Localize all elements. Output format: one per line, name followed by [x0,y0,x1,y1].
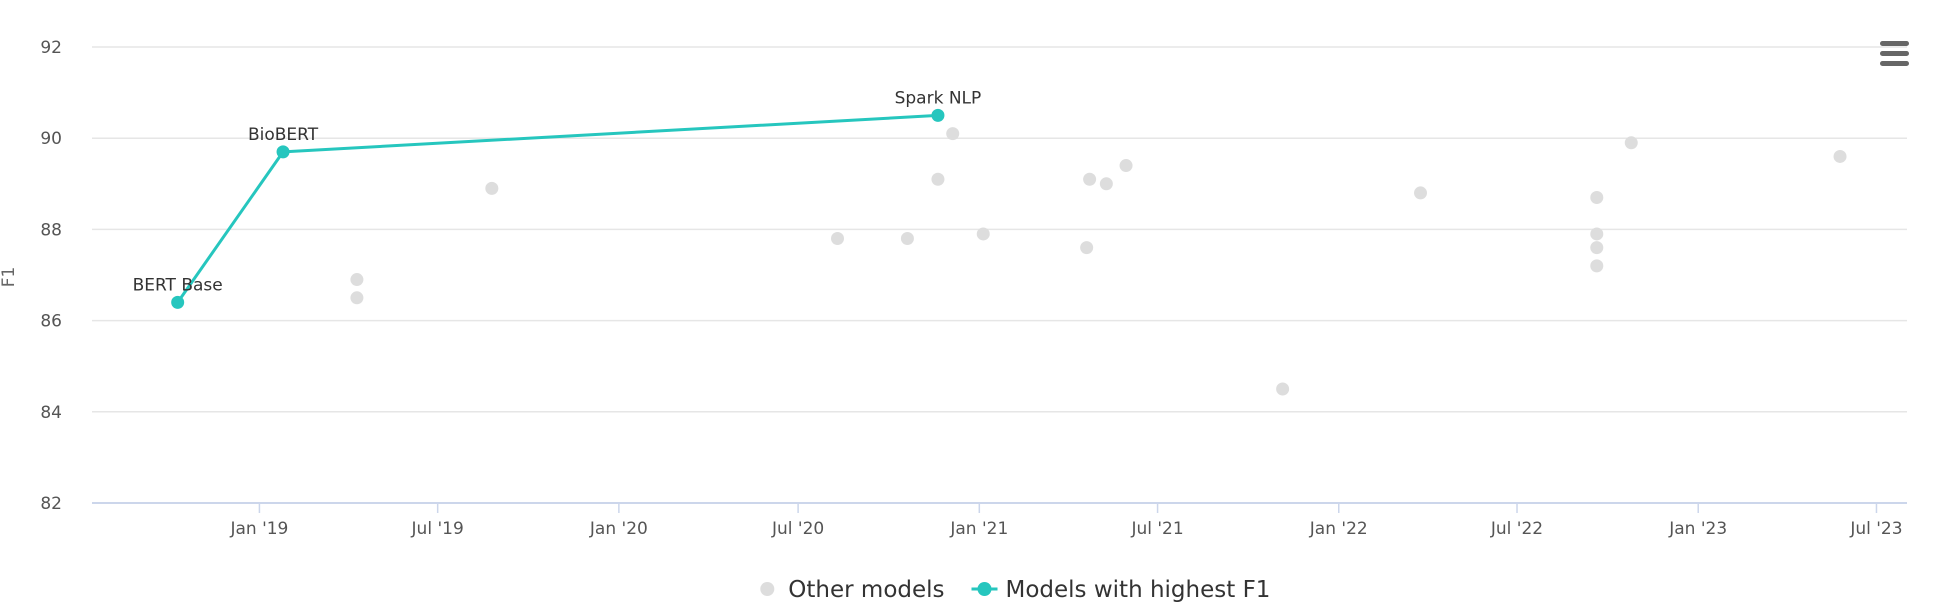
legend-label: Other models [788,577,944,603]
x-tick-label: Jul '23 [1849,519,1902,539]
other-model-point[interactable] [1083,172,1097,186]
point-label: Spark NLP [895,88,982,108]
y-tick-label: 86 [40,312,62,332]
other-model-point[interactable] [350,273,364,287]
x-tick-label: Jan '20 [589,519,648,539]
other-model-point[interactable] [900,232,914,246]
other-model-point[interactable] [1099,177,1113,191]
x-tick-label: Jan '21 [949,519,1008,539]
x-tick-label: Jul '20 [771,519,824,539]
x-tick-label: Jul '22 [1490,519,1543,539]
label-layer: BERT Base BioBERT Spark NLP [133,88,982,295]
other-model-point[interactable] [350,291,364,305]
other-model-point[interactable] [1590,227,1604,241]
series-layer [171,108,1847,396]
other-model-point[interactable] [1414,186,1428,200]
best-model-point[interactable] [931,108,945,122]
legend-marker [977,582,992,596]
other-model-point[interactable] [1080,241,1094,255]
legend-label: Models with highest F1 [1006,577,1271,603]
legend-item-1[interactable]: Models with highest F1 [971,577,1271,603]
series-0 [350,127,1847,396]
other-model-point[interactable] [1590,190,1604,204]
point-label: BioBERT [248,125,319,145]
legend-item-0[interactable]: Other models [760,577,945,603]
other-model-point[interactable] [1276,382,1290,396]
other-model-point[interactable] [830,232,844,246]
best-model-point[interactable] [171,295,185,309]
x-tick-label: Jan '19 [229,519,288,539]
hamburger-menu-icon[interactable] [1876,37,1909,69]
other-model-point[interactable] [1624,136,1638,150]
other-model-point[interactable] [485,181,499,195]
other-model-point[interactable] [976,227,990,241]
other-model-point[interactable] [1119,159,1133,173]
other-model-point[interactable] [1590,259,1604,273]
grid-layer [92,46,1907,413]
legend-layer: Other models Models with highest F1 [760,577,1270,603]
y-tick-label: 90 [40,129,62,149]
other-model-point[interactable] [1833,149,1847,163]
series-1 [171,108,945,309]
x-tick-label: Jan '23 [1668,519,1727,539]
y-tick-label: 88 [40,220,62,240]
axis-layer: 82 84 86 88 90 92 Jan '19 Jul '19 Jan '20 Jul '20… [40,38,1907,539]
x-tick-label: Jan '22 [1309,519,1368,539]
y-tick-label: 92 [40,38,62,58]
y-tick-label: 82 [40,494,62,514]
other-model-point[interactable] [1590,241,1604,255]
best-model-point[interactable] [276,145,290,159]
x-tick-label: Jul '19 [411,519,464,539]
other-model-point[interactable] [946,127,960,141]
other-model-point[interactable] [931,172,945,186]
y-axis-title: F1 [0,267,19,288]
y-tick-label: 84 [40,403,62,423]
point-label: BERT Base [133,275,223,295]
x-tick-label: Jul '21 [1130,519,1183,539]
legend-marker [760,582,775,596]
